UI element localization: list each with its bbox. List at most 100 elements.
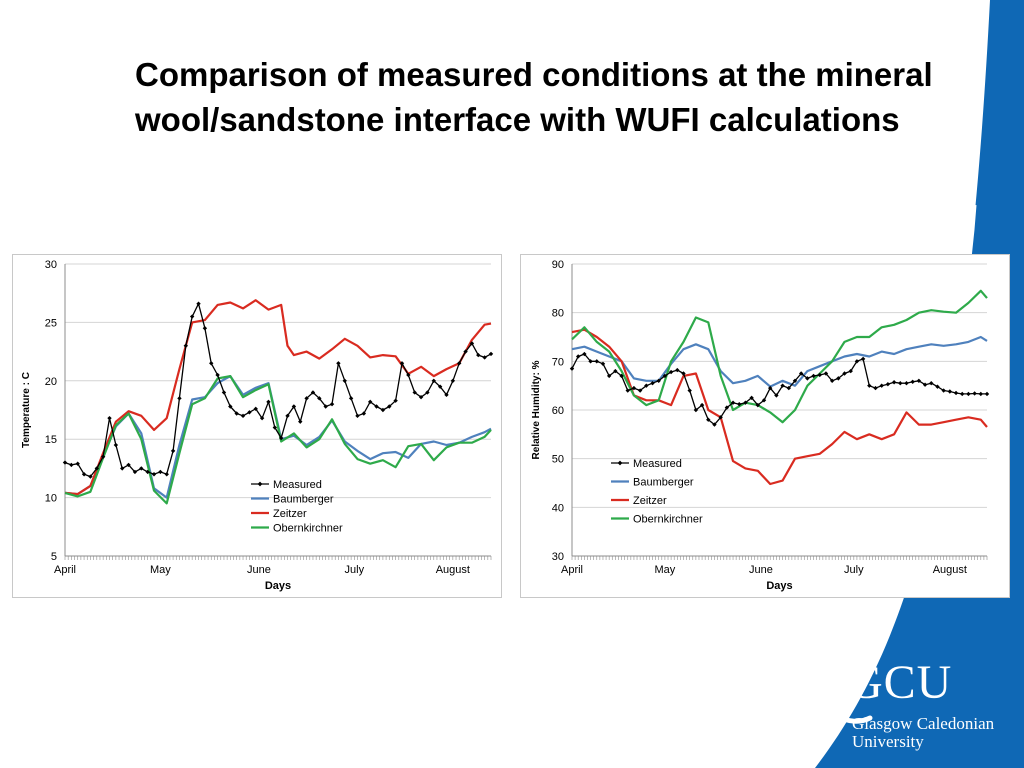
series-line-baumberger [571, 335, 988, 388]
data-point-marker [342, 378, 347, 383]
data-point-marker [62, 460, 68, 465]
data-point-marker [151, 472, 157, 477]
data-point-marker [304, 396, 309, 401]
legend-label: Obernkirchner [273, 523, 343, 535]
series-line-zeitzer [571, 328, 988, 486]
data-point-marker [848, 368, 853, 374]
data-point-marker [860, 356, 866, 362]
data-point-marker [88, 474, 93, 479]
data-point-marker [469, 341, 475, 346]
data-point-marker [94, 466, 99, 471]
x-tick-label: July [345, 564, 365, 576]
data-point-marker [730, 400, 736, 405]
data-point-marker [221, 390, 227, 395]
data-point-marker [139, 466, 144, 471]
data-point-marker [749, 395, 754, 401]
relative-humidity-chart: 30 40 50 60 70 80 90 April May June July August Days… [520, 254, 1010, 598]
y-tick-label: 30 [552, 551, 564, 563]
data-point-marker [935, 384, 940, 389]
data-point-marker [444, 392, 449, 398]
data-point-marker [259, 415, 265, 421]
legend-label: Measured [633, 458, 682, 470]
data-point-marker [898, 381, 903, 386]
data-point-marker [966, 391, 971, 397]
data-point-marker [170, 448, 176, 454]
data-point-marker [215, 372, 220, 378]
data-point-marker [823, 371, 829, 376]
data-point-marker [619, 373, 624, 379]
data-point-marker [113, 442, 119, 448]
data-point-marker [792, 378, 798, 383]
data-point-marker [310, 390, 316, 395]
data-point-marker [450, 378, 456, 383]
data-point-marker [910, 379, 915, 384]
data-point-marker [120, 466, 125, 471]
legend-marker [257, 481, 263, 487]
data-point-marker [625, 388, 630, 393]
data-point-marker [81, 472, 87, 477]
data-point-marker [253, 406, 258, 412]
data-point-marker [786, 385, 791, 391]
logo-university-name-line1: Glasgow Caledonian [852, 714, 995, 733]
x-tick-label: May [150, 564, 171, 576]
data-point-marker [298, 419, 303, 424]
y-tick-label: 20 [45, 376, 57, 388]
y-tick-label: 25 [45, 317, 57, 329]
data-point-marker [177, 396, 182, 401]
gcu-circle-logo-icon [817, 649, 873, 724]
chart-svg-relative-humidity: 30 40 50 60 70 80 90 April May June July August Days… [531, 259, 990, 592]
data-point-marker [317, 396, 322, 401]
y-tick-label: 10 [45, 493, 57, 505]
data-point-marker [412, 390, 417, 395]
data-point-marker [960, 391, 965, 397]
x-tick-label: June [749, 564, 773, 576]
x-tick-label: May [655, 564, 676, 576]
data-point-marker [336, 361, 341, 366]
data-point-marker [681, 371, 686, 376]
data-point-marker [457, 361, 462, 366]
y-axis-title: Relative Humidity: % [531, 360, 542, 459]
series-line-obernkirchner [571, 289, 988, 424]
data-point-marker [836, 376, 841, 381]
data-point-marker [202, 326, 208, 331]
legend-marker [617, 460, 623, 466]
data-point-marker [266, 399, 271, 405]
data-point-marker [922, 382, 928, 387]
data-point-marker [107, 415, 112, 421]
data-point-marker [69, 462, 74, 468]
legend-label: Zeitzer [273, 508, 307, 520]
data-point-marker [947, 389, 953, 394]
data-point-marker [706, 417, 711, 422]
y-tick-label: 80 [552, 308, 564, 320]
data-point-marker [132, 469, 138, 475]
data-point-marker [569, 366, 575, 371]
data-point-marker [399, 361, 405, 366]
data-point-marker [978, 391, 984, 397]
data-point-marker [355, 413, 360, 419]
y-tick-label: 70 [552, 356, 564, 368]
data-point-marker [687, 388, 692, 393]
data-point-marker [437, 384, 443, 389]
data-point-marker [780, 383, 785, 388]
data-point-marker [867, 383, 872, 388]
data-point-marker [367, 399, 373, 405]
data-point-marker [594, 359, 599, 364]
data-point-marker [879, 383, 884, 388]
x-tick-label: April [561, 564, 583, 576]
x-tick-label: April [54, 564, 76, 576]
data-point-marker [482, 355, 487, 360]
data-point-marker [278, 435, 284, 441]
data-point-marker [743, 400, 748, 405]
x-tick-label: August [436, 564, 470, 576]
y-tick-label: 40 [552, 502, 564, 514]
data-point-marker [418, 394, 424, 400]
temperature-chart: 5 10 15 20 25 30 April May June July August Days Tem… [12, 254, 502, 598]
data-point-marker [811, 373, 816, 379]
x-tick-label: July [844, 564, 864, 576]
data-point-marker [329, 401, 335, 407]
data-point-marker [196, 301, 201, 306]
data-point-marker [189, 314, 195, 319]
x-tick-label: June [247, 564, 271, 576]
data-point-marker [164, 472, 169, 477]
logo-university-name-line2: University [852, 732, 924, 751]
